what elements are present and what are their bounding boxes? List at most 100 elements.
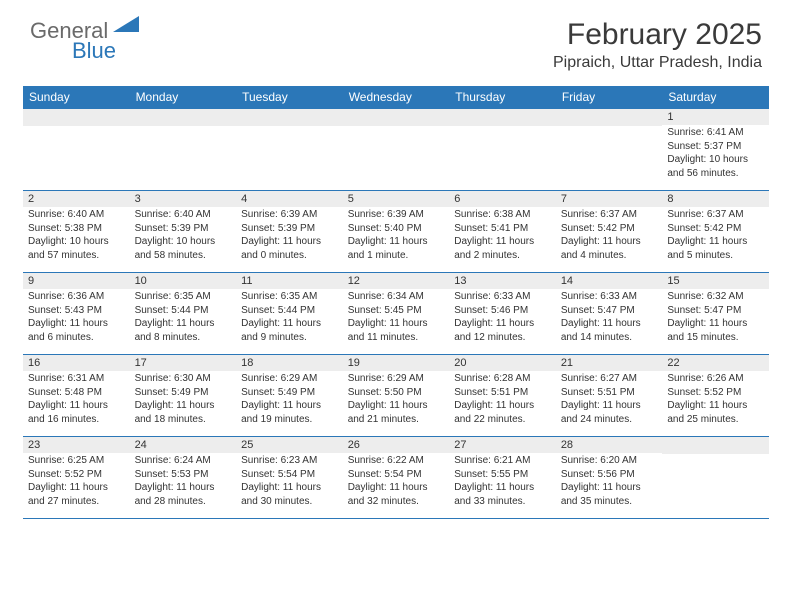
calendar-cell: 18Sunrise: 6:29 AMSunset: 5:49 PMDayligh…	[236, 355, 343, 437]
day-header: Thursday	[449, 86, 556, 109]
calendar-cell: 17Sunrise: 6:30 AMSunset: 5:49 PMDayligh…	[130, 355, 237, 437]
day-number: 13	[449, 273, 556, 289]
day-number: 4	[236, 191, 343, 207]
calendar-cell: 4Sunrise: 6:39 AMSunset: 5:39 PMDaylight…	[236, 191, 343, 273]
day-data: Sunrise: 6:23 AMSunset: 5:54 PMDaylight:…	[236, 453, 343, 510]
calendar-cell	[236, 109, 343, 191]
day-number: 3	[130, 191, 237, 207]
day-data: Sunrise: 6:20 AMSunset: 5:56 PMDaylight:…	[556, 453, 663, 510]
day-header-row: SundayMondayTuesdayWednesdayThursdayFrid…	[23, 86, 769, 109]
day-header: Monday	[130, 86, 237, 109]
day-data: Sunrise: 6:22 AMSunset: 5:54 PMDaylight:…	[343, 453, 450, 510]
calendar-cell: 7Sunrise: 6:37 AMSunset: 5:42 PMDaylight…	[556, 191, 663, 273]
day-data: Sunrise: 6:21 AMSunset: 5:55 PMDaylight:…	[449, 453, 556, 510]
empty-day	[130, 109, 237, 126]
calendar-cell: 28Sunrise: 6:20 AMSunset: 5:56 PMDayligh…	[556, 437, 663, 519]
header: General Blue February 2025 Pipraich, Utt…	[0, 0, 792, 76]
empty-day	[343, 109, 450, 126]
calendar-cell: 21Sunrise: 6:27 AMSunset: 5:51 PMDayligh…	[556, 355, 663, 437]
day-number: 14	[556, 273, 663, 289]
day-number: 19	[343, 355, 450, 371]
day-number: 15	[662, 273, 769, 289]
day-data: Sunrise: 6:34 AMSunset: 5:45 PMDaylight:…	[343, 289, 450, 346]
day-number: 27	[449, 437, 556, 453]
day-data: Sunrise: 6:33 AMSunset: 5:47 PMDaylight:…	[556, 289, 663, 346]
day-number: 24	[130, 437, 237, 453]
day-number: 9	[23, 273, 130, 289]
day-data: Sunrise: 6:25 AMSunset: 5:52 PMDaylight:…	[23, 453, 130, 510]
day-data: Sunrise: 6:24 AMSunset: 5:53 PMDaylight:…	[130, 453, 237, 510]
day-header: Friday	[556, 86, 663, 109]
calendar-cell: 1Sunrise: 6:41 AMSunset: 5:37 PMDaylight…	[662, 109, 769, 191]
day-number: 16	[23, 355, 130, 371]
calendar-cell	[662, 437, 769, 519]
day-header: Sunday	[23, 86, 130, 109]
calendar-cell: 27Sunrise: 6:21 AMSunset: 5:55 PMDayligh…	[449, 437, 556, 519]
day-data: Sunrise: 6:37 AMSunset: 5:42 PMDaylight:…	[556, 207, 663, 264]
calendar-cell: 12Sunrise: 6:34 AMSunset: 5:45 PMDayligh…	[343, 273, 450, 355]
empty-day	[449, 109, 556, 126]
day-data: Sunrise: 6:35 AMSunset: 5:44 PMDaylight:…	[236, 289, 343, 346]
calendar-cell: 14Sunrise: 6:33 AMSunset: 5:47 PMDayligh…	[556, 273, 663, 355]
calendar-row: 9Sunrise: 6:36 AMSunset: 5:43 PMDaylight…	[23, 273, 769, 355]
calendar-cell: 22Sunrise: 6:26 AMSunset: 5:52 PMDayligh…	[662, 355, 769, 437]
day-number: 6	[449, 191, 556, 207]
calendar-cell: 24Sunrise: 6:24 AMSunset: 5:53 PMDayligh…	[130, 437, 237, 519]
calendar-cell: 2Sunrise: 6:40 AMSunset: 5:38 PMDaylight…	[23, 191, 130, 273]
day-header: Wednesday	[343, 86, 450, 109]
title-block: February 2025 Pipraich, Uttar Pradesh, I…	[553, 18, 762, 72]
day-header: Saturday	[662, 86, 769, 109]
day-number: 5	[343, 191, 450, 207]
calendar-row: 1Sunrise: 6:41 AMSunset: 5:37 PMDaylight…	[23, 109, 769, 191]
day-number: 20	[449, 355, 556, 371]
calendar-row: 16Sunrise: 6:31 AMSunset: 5:48 PMDayligh…	[23, 355, 769, 437]
calendar-cell	[556, 109, 663, 191]
day-data: Sunrise: 6:40 AMSunset: 5:38 PMDaylight:…	[23, 207, 130, 264]
day-data: Sunrise: 6:37 AMSunset: 5:42 PMDaylight:…	[662, 207, 769, 264]
calendar-cell: 8Sunrise: 6:37 AMSunset: 5:42 PMDaylight…	[662, 191, 769, 273]
calendar-cell	[343, 109, 450, 191]
logo: General Blue	[30, 18, 160, 66]
day-number: 8	[662, 191, 769, 207]
day-number: 11	[236, 273, 343, 289]
calendar-cell	[449, 109, 556, 191]
day-data: Sunrise: 6:39 AMSunset: 5:39 PMDaylight:…	[236, 207, 343, 264]
day-data: Sunrise: 6:29 AMSunset: 5:49 PMDaylight:…	[236, 371, 343, 428]
logo-text-blue: Blue	[72, 38, 116, 64]
logo-triangle-icon	[113, 14, 139, 37]
calendar-cell: 11Sunrise: 6:35 AMSunset: 5:44 PMDayligh…	[236, 273, 343, 355]
calendar-cell: 25Sunrise: 6:23 AMSunset: 5:54 PMDayligh…	[236, 437, 343, 519]
empty-day	[236, 109, 343, 126]
calendar-cell: 20Sunrise: 6:28 AMSunset: 5:51 PMDayligh…	[449, 355, 556, 437]
day-data: Sunrise: 6:29 AMSunset: 5:50 PMDaylight:…	[343, 371, 450, 428]
calendar-cell: 26Sunrise: 6:22 AMSunset: 5:54 PMDayligh…	[343, 437, 450, 519]
day-data: Sunrise: 6:30 AMSunset: 5:49 PMDaylight:…	[130, 371, 237, 428]
day-data: Sunrise: 6:33 AMSunset: 5:46 PMDaylight:…	[449, 289, 556, 346]
day-number: 25	[236, 437, 343, 453]
calendar-row: 23Sunrise: 6:25 AMSunset: 5:52 PMDayligh…	[23, 437, 769, 519]
day-header: Tuesday	[236, 86, 343, 109]
day-data: Sunrise: 6:35 AMSunset: 5:44 PMDaylight:…	[130, 289, 237, 346]
day-data: Sunrise: 6:36 AMSunset: 5:43 PMDaylight:…	[23, 289, 130, 346]
calendar-cell: 15Sunrise: 6:32 AMSunset: 5:47 PMDayligh…	[662, 273, 769, 355]
day-data: Sunrise: 6:27 AMSunset: 5:51 PMDaylight:…	[556, 371, 663, 428]
day-number: 28	[556, 437, 663, 453]
day-data: Sunrise: 6:41 AMSunset: 5:37 PMDaylight:…	[662, 125, 769, 182]
calendar-cell: 16Sunrise: 6:31 AMSunset: 5:48 PMDayligh…	[23, 355, 130, 437]
calendar-table: SundayMondayTuesdayWednesdayThursdayFrid…	[23, 86, 769, 519]
calendar-cell: 13Sunrise: 6:33 AMSunset: 5:46 PMDayligh…	[449, 273, 556, 355]
calendar-cell: 10Sunrise: 6:35 AMSunset: 5:44 PMDayligh…	[130, 273, 237, 355]
day-data: Sunrise: 6:40 AMSunset: 5:39 PMDaylight:…	[130, 207, 237, 264]
day-number: 7	[556, 191, 663, 207]
empty-day	[662, 437, 769, 454]
empty-day	[556, 109, 663, 126]
day-number: 21	[556, 355, 663, 371]
day-number: 17	[130, 355, 237, 371]
page-title: February 2025	[553, 18, 762, 52]
day-number: 26	[343, 437, 450, 453]
calendar-cell: 6Sunrise: 6:38 AMSunset: 5:41 PMDaylight…	[449, 191, 556, 273]
calendar-row: 2Sunrise: 6:40 AMSunset: 5:38 PMDaylight…	[23, 191, 769, 273]
empty-day	[23, 109, 130, 126]
day-data: Sunrise: 6:39 AMSunset: 5:40 PMDaylight:…	[343, 207, 450, 264]
day-number: 10	[130, 273, 237, 289]
